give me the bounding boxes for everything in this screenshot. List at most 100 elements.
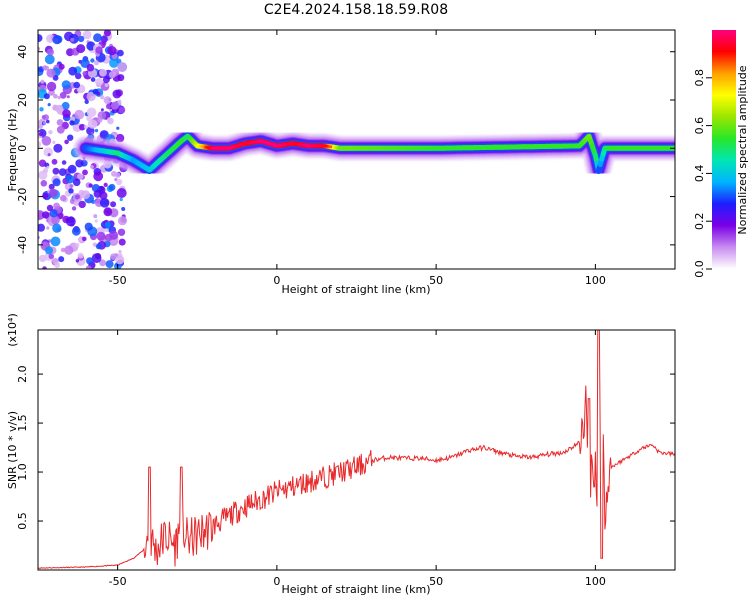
noise-speckle [72, 178, 81, 187]
snr-panel: -50 0 50 100 0.5 1.0 1.5 2.0 Height of straigh… [6, 313, 676, 596]
noise-speckle [94, 128, 99, 133]
noise-speckle [92, 88, 99, 95]
noise-speckle [47, 153, 51, 157]
noise-speckle [69, 120, 75, 126]
noise-speckle [86, 257, 94, 265]
noise-speckle [114, 172, 121, 178]
noise-speckle [116, 126, 120, 130]
noise-speckle [52, 35, 62, 45]
noise-speckle [84, 99, 89, 105]
noise-speckle [88, 183, 93, 188]
noise-speckle [86, 63, 95, 72]
noise-speckle [95, 243, 102, 250]
noise-speckle [68, 66, 78, 76]
noise-speckle [73, 200, 80, 207]
noise-speckle [47, 103, 51, 107]
noise-speckle [38, 223, 45, 232]
colorbar-tick-label: 0.0 [693, 260, 706, 278]
spectrogram-ridge [73, 124, 675, 182]
noise-speckle [108, 183, 116, 191]
noise-speckle [57, 95, 61, 100]
noise-speckle [42, 65, 48, 71]
snr-line [38, 330, 675, 569]
noise-speckle [49, 188, 58, 198]
noise-speckle [42, 192, 49, 199]
snr-frame [37, 329, 676, 571]
snr-y-tick-label: 1.0 [16, 463, 29, 481]
noise-speckle [95, 78, 104, 87]
noise-speckle [105, 260, 114, 269]
noise-speckle [38, 46, 41, 52]
noise-speckle [48, 253, 55, 260]
noise-speckle [54, 262, 60, 269]
noise-speckle [84, 125, 88, 129]
snr-y-scale-label: (x10⁴) [6, 313, 19, 347]
noise-speckle [60, 194, 67, 202]
noise-speckle [48, 130, 53, 135]
noise-speckle [51, 158, 58, 165]
noise-speckle [117, 49, 124, 57]
noise-speckle [118, 107, 126, 114]
noise-speckle [103, 207, 113, 217]
noise-speckle [66, 95, 70, 99]
noise-speckle [78, 123, 86, 131]
snr-x-ticks: -50 0 50 100 [109, 330, 606, 588]
spectrogram-noise-region [38, 30, 128, 269]
noise-speckle [46, 81, 57, 92]
noise-speckle [46, 48, 55, 56]
noise-speckle [52, 167, 60, 175]
colorbar-tick-label: 0.8 [693, 69, 706, 87]
noise-speckle [41, 136, 52, 146]
noise-speckle [103, 30, 112, 37]
noise-speckle [46, 119, 50, 124]
colorbar-gradient [712, 30, 736, 269]
noise-speckle [87, 119, 98, 129]
spectrogram-panel: -50 0 50 100 -40 -20 0 20 40 Height of straight… [6, 29, 676, 296]
noise-speckle [77, 173, 84, 180]
noise-speckle [42, 211, 50, 219]
noise-speckle [38, 170, 48, 180]
noise-speckle [99, 198, 110, 208]
noise-speckle [103, 182, 108, 187]
spectrogram-frame [37, 29, 676, 270]
noise-speckle [61, 160, 67, 165]
noise-speckle [107, 46, 117, 56]
noise-speckle [121, 207, 126, 211]
noise-speckle [62, 109, 71, 118]
noise-speckle [49, 209, 58, 218]
noise-speckle [53, 202, 60, 210]
noise-speckle [117, 228, 126, 236]
spectrogram-y-tick-label: 20 [16, 93, 29, 107]
noise-speckle [40, 180, 48, 187]
snr-x-tick-label: 0 [273, 575, 280, 588]
noise-speckle [108, 71, 116, 79]
noise-speckle [46, 68, 56, 78]
noise-speckle [75, 159, 84, 168]
noise-speckle [52, 75, 59, 81]
noise-speckle [46, 226, 50, 230]
noise-speckle [56, 125, 65, 134]
noise-speckle [38, 132, 44, 137]
noise-speckle [61, 101, 70, 110]
snr-y-axis-label: SNR (10 * v/v) [6, 411, 19, 489]
noise-speckle [107, 117, 112, 122]
noise-speckle [116, 188, 127, 198]
noise-speckle [72, 122, 83, 132]
noise-speckle [77, 252, 84, 259]
noise-speckle [99, 68, 107, 77]
noise-speckle [75, 243, 80, 248]
noise-speckle [66, 216, 76, 227]
noise-speckle [110, 101, 120, 110]
noise-speckle [105, 103, 111, 110]
noise-speckle [38, 141, 42, 148]
noise-speckle [104, 221, 111, 228]
snr-x-axis-label: Height of straight line (km) [281, 583, 430, 596]
noise-speckle [85, 265, 92, 269]
noise-speckle [67, 134, 74, 141]
noise-speckle [45, 246, 53, 255]
noise-speckle [116, 58, 122, 64]
colorbar-tick-label: 0.2 [693, 212, 706, 230]
noise-speckle [60, 247, 66, 253]
noise-speckle [82, 169, 88, 176]
